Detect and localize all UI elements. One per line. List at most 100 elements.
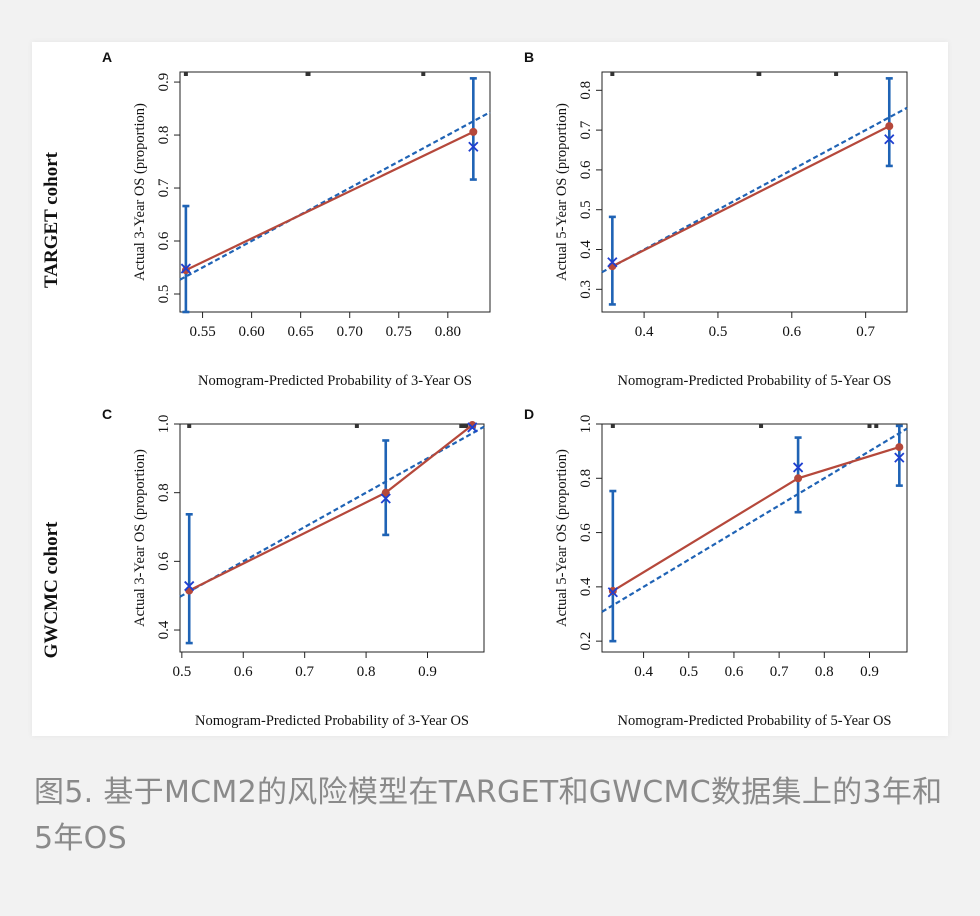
observed-point (608, 586, 617, 595)
panel-c: C 0.5 0.6 0.7 0.8 0.9 0.4 0.6 0.8 1.0 Nomogram-Pre… (102, 406, 485, 729)
observed-line (188, 424, 474, 592)
y-tick-label: 0.4 (156, 620, 172, 639)
x-tick-label: 0.7 (770, 664, 789, 680)
y-axis-title: Actual 5-Year OS (proportion) (554, 103, 570, 281)
rug-mark (874, 424, 879, 428)
x-tick-label: 0.75 (386, 324, 412, 340)
x-tick-label: 0.8 (357, 664, 376, 680)
x-tick-label: 0.8 (815, 664, 834, 680)
x-axis-title: Nomogram-Predicted Probability of 3-Year… (195, 713, 469, 729)
observed-point (469, 127, 478, 136)
rug-mark (464, 424, 469, 428)
panel-letter-c: C (102, 406, 112, 422)
observed-line (611, 125, 890, 268)
rug-mark (610, 424, 615, 428)
x-tick-label: 0.6 (234, 664, 253, 680)
observed-point (181, 266, 190, 275)
x-tick-label: 0.80 (435, 324, 461, 340)
cohort-label-gwcmc: GWCMC cohort (41, 521, 62, 658)
x-tick-label: 0.5 (679, 664, 698, 680)
rug-mark (421, 72, 426, 76)
cohort-label-target: TARGET cohort (41, 151, 62, 288)
bias-corrected-marker (380, 493, 391, 504)
rug-mark (187, 424, 192, 428)
y-tick-label: 0.7 (578, 120, 594, 139)
figure-caption: 图5. 基于MCM2的风险模型在TARGET和GWCMC数据集上的3年和5年OS (34, 775, 943, 856)
x-tick-label: 0.6 (782, 324, 801, 340)
y-tick-label: 1.0 (578, 415, 594, 434)
x-tick-label: 0.7 (295, 664, 314, 680)
rug-mark (834, 72, 839, 76)
rug-mark (757, 72, 762, 76)
ideal-line (601, 427, 908, 613)
y-tick-label: 0.8 (578, 469, 594, 488)
y-tick-label: 0.5 (156, 285, 172, 304)
y-tick-label: 0.4 (578, 577, 594, 596)
x-axis-title: Nomogram-Predicted Probability of 5-Year… (618, 713, 892, 729)
observed-point (885, 122, 894, 131)
y-tick-label: 0.6 (578, 523, 594, 542)
x-tick-label: 0.6 (725, 664, 744, 680)
x-tick-label: 0.65 (288, 324, 314, 340)
y-tick-label: 0.6 (156, 551, 172, 570)
bias-corrected-marker (792, 462, 804, 473)
bias-corrected-marker (607, 257, 618, 268)
y-tick-label: 0.4 (578, 240, 594, 259)
y-tick-label: 0.3 (578, 280, 594, 299)
x-axis-title: Nomogram-Predicted Probability of 3-Year… (198, 373, 472, 389)
y-tick-label: 0.5 (578, 200, 594, 219)
observed-point (895, 443, 904, 452)
x-tick-label: 0.5 (709, 324, 728, 340)
y-axis-title: Actual 5-Year OS (proportion) (554, 449, 570, 627)
rug-mark (461, 424, 466, 428)
plot-frame (179, 423, 485, 653)
y-tick-label: 0.8 (578, 81, 594, 100)
x-tick-label: 0.5 (172, 664, 191, 680)
observed-point (468, 421, 477, 430)
rug-mark (354, 424, 359, 428)
x-tick-label: 0.4 (635, 324, 654, 340)
y-axis-title: Actual 3-Year OS (proportion) (132, 103, 148, 281)
y-tick-label: 0.7 (156, 178, 172, 197)
y-tick-label: 0.8 (156, 483, 172, 502)
y-tick-label: 1.0 (156, 415, 172, 434)
rug-mark (610, 72, 615, 76)
y-tick-label: 0.8 (156, 126, 172, 145)
rug-mark (306, 72, 311, 76)
panel-letter-d: D (524, 406, 534, 422)
bias-corrected-marker (607, 587, 618, 598)
plot-frame (601, 423, 908, 653)
bias-corrected-marker (468, 141, 479, 152)
rug-mark (759, 424, 764, 428)
plot-frame (601, 71, 908, 313)
y-tick-label: 0.6 (578, 160, 594, 179)
ideal-line (179, 111, 491, 281)
observed-line (185, 130, 474, 272)
x-tick-label: 0.9 (418, 664, 437, 680)
panel-a: A 0.55 0.60 0.65 0.70 0.75 0.80 0.5 0.6 0.7 0.8 0.9… (102, 49, 491, 389)
x-axis-title: Nomogram-Predicted Probability of 5-Year… (618, 373, 892, 389)
panel-letter-a: A (102, 49, 112, 65)
y-axis-title: Actual 3-Year OS (proportion) (132, 449, 148, 627)
y-tick-label: 0.2 (578, 632, 594, 651)
observed-point (381, 488, 390, 497)
calibration-figure: TARGET cohort GWCMC cohort A 0.55 0.60 0.65… (41, 49, 908, 729)
panel-b: B 0.4 0.5 0.6 0.7 0.3 0.4 0.5 0.6 0.7 0.8 Nomogram-… (524, 49, 908, 389)
x-tick-label: 0.60 (238, 324, 264, 340)
x-tick-label: 0.9 (860, 664, 879, 680)
rug-mark (183, 72, 188, 76)
x-tick-label: 0.7 (856, 324, 875, 340)
bias-corrected-marker (467, 422, 478, 433)
rug-mark (867, 424, 872, 428)
x-tick-label: 0.4 (634, 664, 653, 680)
bias-corrected-marker (184, 580, 195, 592)
y-tick-label: 0.6 (156, 231, 172, 250)
panel-letter-b: B (524, 49, 534, 65)
x-tick-label: 0.70 (337, 324, 363, 340)
plot-frame (179, 71, 491, 313)
bias-corrected-marker (884, 134, 895, 145)
observed-point (794, 474, 803, 483)
bias-corrected-marker (894, 452, 905, 463)
y-tick-label: 0.9 (156, 73, 172, 92)
figure-panel: TARGET cohort GWCMC cohort A 0.55 0.60 0.65… (32, 42, 948, 736)
